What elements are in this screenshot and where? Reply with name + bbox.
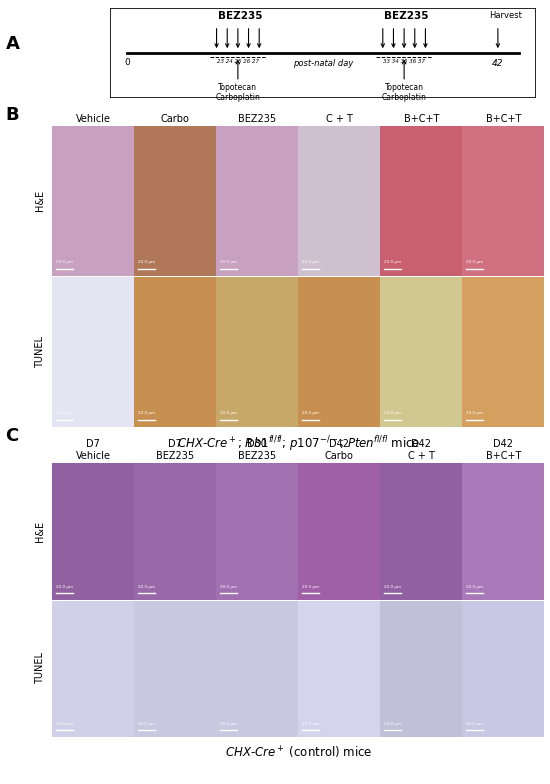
Text: 20.0 μm: 20.0 μm xyxy=(384,722,401,726)
Text: BEZ235: BEZ235 xyxy=(384,10,428,20)
Text: BEZ235: BEZ235 xyxy=(238,114,277,125)
Text: 20.0 μm: 20.0 μm xyxy=(384,412,401,416)
Text: BEZ235: BEZ235 xyxy=(218,10,262,20)
Text: 23 24 25 26 27: 23 24 25 26 27 xyxy=(217,60,259,64)
Text: 20.0 μm: 20.0 μm xyxy=(301,260,319,264)
Text: 33 34 35 36 37: 33 34 35 36 37 xyxy=(383,60,425,64)
Text: D7
Vehicle: D7 Vehicle xyxy=(76,440,111,461)
Text: 20.0 μm: 20.0 μm xyxy=(138,260,155,264)
Text: TUNEL: TUNEL xyxy=(35,336,45,368)
Text: 20.0 μm: 20.0 μm xyxy=(466,722,483,726)
Text: 20.0 μm: 20.0 μm xyxy=(466,585,483,589)
Text: D42
Carbo: D42 Carbo xyxy=(325,440,354,461)
Text: $\mathit{CHX}$-$\mathit{Cre}$$^+$ (control) mice: $\mathit{CHX}$-$\mathit{Cre}$$^+$ (contr… xyxy=(224,745,372,760)
Text: A: A xyxy=(6,35,19,53)
Text: Topotecan
Carboplatin: Topotecan Carboplatin xyxy=(382,82,427,102)
Text: B: B xyxy=(6,106,19,124)
Text: C + T: C + T xyxy=(326,114,353,125)
Text: Vehicle: Vehicle xyxy=(76,114,111,125)
Text: B+C+T: B+C+T xyxy=(486,114,521,125)
Text: TUNEL: TUNEL xyxy=(35,652,45,684)
Text: D42
B+C+T: D42 B+C+T xyxy=(486,440,521,461)
Text: H&E: H&E xyxy=(35,191,45,212)
Text: B+C+T: B+C+T xyxy=(404,114,439,125)
Text: post-natal day: post-natal day xyxy=(293,60,353,68)
Text: 20.0 μm: 20.0 μm xyxy=(56,722,73,726)
Text: 20.0 μm: 20.0 μm xyxy=(138,412,155,416)
Text: 20.0 μm: 20.0 μm xyxy=(301,412,319,416)
Text: Carbo: Carbo xyxy=(161,114,190,125)
Text: 20.0 μm: 20.0 μm xyxy=(466,260,483,264)
Text: H&E: H&E xyxy=(35,521,45,542)
Text: 42: 42 xyxy=(492,60,504,68)
Text: C: C xyxy=(6,427,19,445)
Text: D7
BEZ235: D7 BEZ235 xyxy=(156,440,194,461)
Text: 20.0 μm: 20.0 μm xyxy=(301,722,319,726)
Text: 0: 0 xyxy=(124,58,130,67)
Text: 20.0 μm: 20.0 μm xyxy=(384,585,401,589)
Text: 20.0 μm: 20.0 μm xyxy=(56,412,73,416)
Text: 20.0 μm: 20.0 μm xyxy=(219,722,236,726)
Text: 20.0 μm: 20.0 μm xyxy=(219,412,236,416)
Text: D30
BEZ235: D30 BEZ235 xyxy=(238,440,277,461)
Text: Harvest: Harvest xyxy=(490,10,522,20)
Text: 20.0 μm: 20.0 μm xyxy=(138,585,155,589)
Text: Topotecan
Carboplatin: Topotecan Carboplatin xyxy=(216,82,260,102)
Text: 20.0 μm: 20.0 μm xyxy=(138,722,155,726)
Text: $\mathit{CHX}$-$\mathit{Cre}$$^+$; $\mathit{Rb1}$$^{fl/fl}$; $\mathit{p107}$$^{-: $\mathit{CHX}$-$\mathit{Cre}$$^+$; $\mat… xyxy=(177,434,420,453)
Text: 20.0 μm: 20.0 μm xyxy=(219,260,236,264)
Text: 20.0 μm: 20.0 μm xyxy=(56,585,73,589)
Text: 20.0 μm: 20.0 μm xyxy=(384,260,401,264)
Text: 20.0 μm: 20.0 μm xyxy=(56,260,73,264)
Text: 20.0 μm: 20.0 μm xyxy=(466,412,483,416)
Text: 20.0 μm: 20.0 μm xyxy=(219,585,236,589)
Text: 20.0 μm: 20.0 μm xyxy=(301,585,319,589)
Text: D42
C + T: D42 C + T xyxy=(408,440,435,461)
